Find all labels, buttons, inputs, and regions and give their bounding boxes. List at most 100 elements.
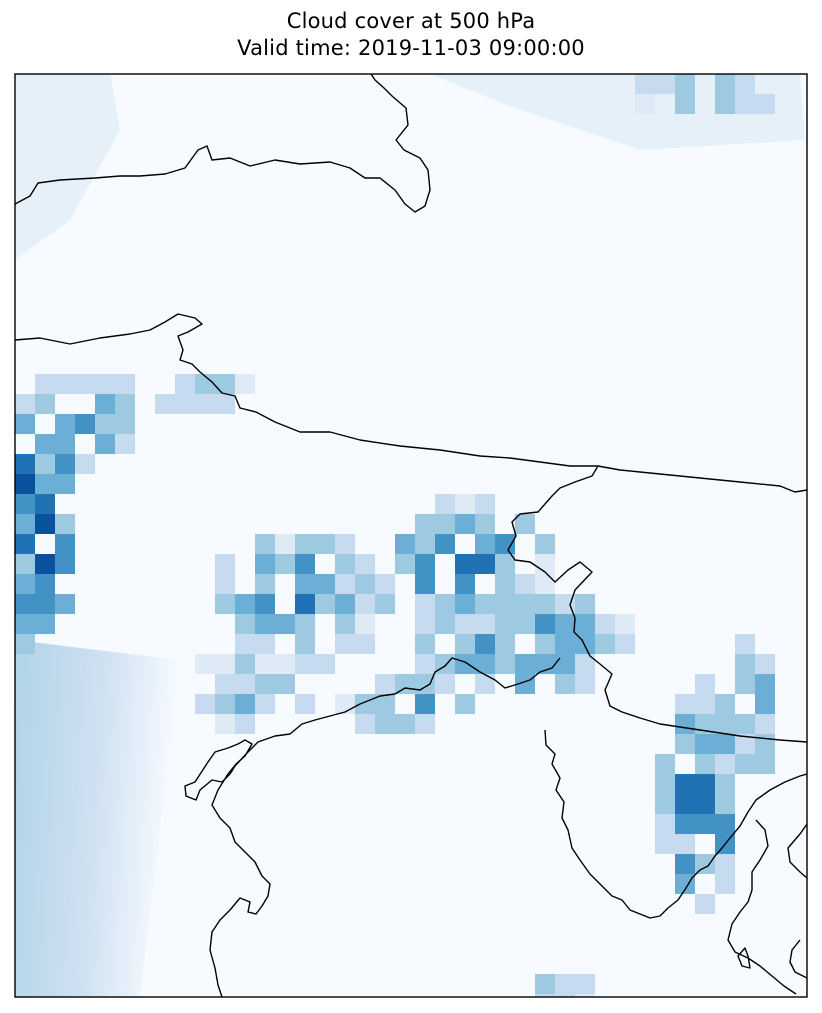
- cloud-cell: [535, 554, 555, 574]
- cloud-cell: [575, 654, 595, 674]
- cloud-cell: [475, 654, 495, 674]
- cloud-cell: [755, 674, 775, 694]
- cloud-cell: [435, 614, 455, 634]
- cloud-cell: [195, 394, 215, 414]
- cloud-cell: [435, 514, 455, 534]
- cloud-cell: [715, 94, 735, 114]
- cloud-cell: [335, 634, 355, 654]
- cloud-cell: [735, 754, 755, 774]
- cloud-cell: [35, 454, 55, 474]
- cloud-cell: [515, 514, 535, 534]
- cloud-cell: [755, 754, 775, 774]
- cloud-cell: [535, 534, 555, 554]
- cloud-cell: [715, 794, 735, 814]
- cloud-cell: [395, 534, 415, 554]
- cloud-cell: [735, 714, 755, 734]
- cloud-cell: [415, 654, 435, 674]
- coastline-north: [15, 74, 431, 213]
- cloud-cell: [695, 774, 715, 794]
- cloud-cell: [675, 794, 695, 814]
- cloud-cell: [675, 874, 695, 894]
- cloud-cell: [315, 574, 335, 594]
- cloud-cell: [555, 614, 575, 634]
- cloud-cell: [55, 474, 75, 494]
- cloud-cell: [55, 534, 75, 554]
- cloud-cell: [75, 414, 95, 434]
- cloud-cell: [515, 594, 535, 614]
- cloud-cell: [475, 514, 495, 534]
- cloud-cell: [375, 594, 395, 614]
- cloud-cell: [495, 594, 515, 614]
- cloud-cell: [375, 574, 395, 594]
- cloud-cell: [275, 614, 295, 634]
- cloud-cell: [235, 694, 255, 714]
- cloud-cell: [535, 634, 555, 654]
- cloud-cell: [15, 494, 35, 514]
- cloud-cell: [735, 634, 755, 654]
- cloud-cell: [335, 594, 355, 614]
- cloud-cell: [375, 714, 395, 734]
- cloud-cell: [695, 754, 715, 774]
- cloud-cell: [575, 634, 595, 654]
- map-frame: [14, 73, 808, 998]
- cloud-cell: [595, 634, 615, 654]
- cloud-cell: [355, 614, 375, 634]
- cloud-cell: [115, 414, 135, 434]
- cloud-cell: [655, 774, 675, 794]
- cloud-cell: [655, 834, 675, 854]
- cloud-cell: [715, 74, 735, 94]
- cloud-cell: [355, 634, 375, 654]
- cloud-cell: [735, 674, 755, 694]
- cloud-cell: [335, 554, 355, 574]
- cloud-cell: [115, 434, 135, 454]
- cloud-cell: [395, 554, 415, 574]
- cloud-cell: [675, 714, 695, 734]
- cloud-cell: [215, 374, 235, 394]
- cloud-cell: [235, 654, 255, 674]
- cloud-cell: [415, 674, 435, 694]
- cloud-cell: [515, 674, 535, 694]
- cloud-cell: [755, 654, 775, 674]
- cloud-cell: [215, 394, 235, 414]
- cloud-cell: [675, 94, 695, 114]
- cloud-cell: [295, 554, 315, 574]
- cloud-cell: [575, 594, 595, 614]
- title-valid-time: Valid time: 2019-11-03 09:00:00: [237, 36, 585, 60]
- map-title: Cloud cover at 500 hPa Valid time: 2019-…: [0, 8, 822, 62]
- cloud-cell: [235, 594, 255, 614]
- cloud-cell: [695, 674, 715, 694]
- cloud-cell: [435, 534, 455, 554]
- cloud-cell: [15, 534, 35, 554]
- cloud-cell: [675, 854, 695, 874]
- cloud-cell: [395, 674, 415, 694]
- cloud-cell: [535, 994, 555, 997]
- cloud-cell: [255, 674, 275, 694]
- cloud-cell: [315, 534, 335, 554]
- cloud-cell: [695, 854, 715, 874]
- cloud-cell: [255, 554, 275, 574]
- cloud-cell: [495, 614, 515, 634]
- cloud-cell: [555, 674, 575, 694]
- cloud-cell: [635, 74, 655, 94]
- cloud-cell: [15, 514, 35, 534]
- cloud-cell: [55, 434, 75, 454]
- western-cloud-band: [15, 640, 180, 997]
- cloud-cell: [675, 74, 695, 94]
- coastlines: [15, 74, 807, 997]
- cloud-cell: [415, 514, 435, 534]
- cloud-cell: [695, 694, 715, 714]
- cloud-cell: [415, 634, 435, 654]
- cloud-cell: [475, 634, 495, 654]
- cloud-cell: [15, 574, 35, 594]
- cloud-cell: [155, 394, 175, 414]
- cloud-cell: [295, 534, 315, 554]
- cloud-cell: [215, 554, 235, 574]
- cloud-cell: [535, 974, 555, 994]
- cloud-cell: [515, 614, 535, 634]
- cloud-cell: [15, 614, 35, 634]
- cloud-cell: [715, 754, 735, 774]
- cloud-cell: [235, 714, 255, 734]
- cloud-cell: [575, 674, 595, 694]
- cloud-cell: [335, 534, 355, 554]
- cloud-cell: [55, 414, 75, 434]
